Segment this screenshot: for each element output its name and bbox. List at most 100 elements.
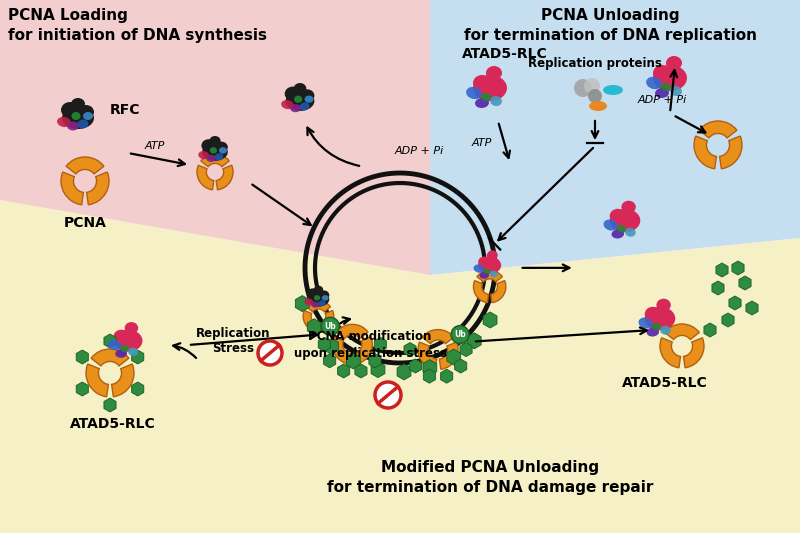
Ellipse shape	[71, 98, 85, 110]
Circle shape	[322, 317, 339, 335]
Ellipse shape	[299, 102, 310, 110]
Ellipse shape	[300, 90, 314, 102]
Wedge shape	[86, 364, 108, 397]
Ellipse shape	[670, 86, 682, 96]
Ellipse shape	[114, 330, 129, 343]
Ellipse shape	[318, 290, 330, 300]
Ellipse shape	[322, 295, 329, 301]
Ellipse shape	[481, 93, 491, 101]
Polygon shape	[430, 0, 800, 275]
Ellipse shape	[83, 112, 93, 120]
Ellipse shape	[281, 100, 294, 109]
Ellipse shape	[108, 340, 121, 350]
Wedge shape	[303, 311, 318, 332]
Text: Replication
Stress: Replication Stress	[196, 327, 270, 355]
Ellipse shape	[71, 112, 81, 120]
Ellipse shape	[653, 65, 671, 81]
Ellipse shape	[314, 286, 323, 294]
Wedge shape	[216, 165, 233, 190]
Ellipse shape	[286, 91, 314, 111]
Ellipse shape	[128, 348, 138, 356]
Text: ATAD5-RLC: ATAD5-RLC	[622, 376, 708, 390]
Text: PCNA Unloading
for termination of DNA replication: PCNA Unloading for termination of DNA re…	[463, 8, 757, 43]
Wedge shape	[660, 338, 681, 368]
Ellipse shape	[311, 302, 319, 308]
Text: Modified PCNA Unloading
for termination of DNA damage repair: Modified PCNA Unloading for termination …	[327, 460, 653, 495]
Ellipse shape	[61, 102, 79, 118]
Circle shape	[588, 89, 602, 103]
Ellipse shape	[479, 272, 489, 279]
Text: ATAD5-RLC: ATAD5-RLC	[70, 417, 156, 431]
Wedge shape	[306, 301, 330, 312]
Wedge shape	[683, 338, 704, 368]
Ellipse shape	[202, 143, 228, 161]
Wedge shape	[337, 324, 368, 338]
Wedge shape	[201, 154, 229, 167]
Wedge shape	[418, 342, 437, 369]
Ellipse shape	[652, 323, 661, 330]
Circle shape	[584, 78, 600, 94]
Circle shape	[258, 341, 282, 365]
Ellipse shape	[78, 105, 94, 119]
Wedge shape	[665, 324, 699, 340]
Ellipse shape	[645, 307, 661, 321]
Ellipse shape	[198, 151, 210, 159]
Ellipse shape	[307, 292, 330, 306]
Ellipse shape	[653, 65, 687, 91]
Wedge shape	[61, 172, 83, 205]
Ellipse shape	[318, 300, 326, 306]
Text: Ub: Ub	[454, 330, 466, 339]
Ellipse shape	[611, 230, 624, 238]
Wedge shape	[112, 364, 134, 397]
Ellipse shape	[486, 66, 502, 80]
Text: ADP + Pi: ADP + Pi	[638, 95, 687, 105]
Wedge shape	[332, 337, 351, 364]
Text: PCNA modification
upon replication stress: PCNA modification upon replication stres…	[294, 330, 446, 359]
Ellipse shape	[490, 96, 502, 106]
Text: PCNA Loading
for initiation of DNA synthesis: PCNA Loading for initiation of DNA synth…	[8, 8, 267, 43]
Text: RFC: RFC	[110, 103, 141, 117]
Ellipse shape	[474, 264, 484, 273]
Ellipse shape	[294, 83, 306, 94]
Ellipse shape	[210, 147, 217, 154]
Ellipse shape	[219, 147, 227, 154]
Ellipse shape	[603, 220, 618, 231]
Circle shape	[375, 382, 401, 408]
Ellipse shape	[483, 269, 490, 274]
Ellipse shape	[304, 298, 314, 305]
Ellipse shape	[638, 318, 653, 328]
Ellipse shape	[656, 298, 671, 311]
Ellipse shape	[478, 256, 490, 267]
Ellipse shape	[475, 98, 489, 108]
Circle shape	[451, 326, 469, 344]
Ellipse shape	[285, 86, 301, 101]
Ellipse shape	[307, 288, 319, 299]
Ellipse shape	[622, 201, 636, 213]
Wedge shape	[91, 349, 129, 366]
Wedge shape	[694, 136, 716, 169]
Polygon shape	[0, 0, 430, 275]
Circle shape	[574, 79, 592, 97]
Ellipse shape	[661, 83, 671, 91]
Ellipse shape	[466, 87, 482, 99]
Wedge shape	[354, 337, 372, 364]
Ellipse shape	[646, 327, 659, 336]
Ellipse shape	[67, 122, 79, 131]
Polygon shape	[0, 200, 800, 533]
Ellipse shape	[114, 330, 142, 352]
Ellipse shape	[125, 322, 138, 334]
Wedge shape	[86, 172, 109, 205]
Ellipse shape	[473, 75, 491, 91]
Ellipse shape	[490, 271, 498, 278]
Ellipse shape	[603, 85, 623, 95]
Text: ATAD5-RLC: ATAD5-RLC	[462, 47, 548, 61]
Ellipse shape	[215, 142, 228, 153]
Ellipse shape	[62, 107, 94, 129]
Wedge shape	[66, 157, 104, 174]
Text: ATP: ATP	[145, 141, 165, 151]
Ellipse shape	[625, 228, 636, 237]
Text: ADP + Pi: ADP + Pi	[395, 147, 444, 156]
Text: Replication proteins: Replication proteins	[528, 57, 662, 70]
Ellipse shape	[314, 295, 320, 301]
Ellipse shape	[589, 101, 607, 111]
